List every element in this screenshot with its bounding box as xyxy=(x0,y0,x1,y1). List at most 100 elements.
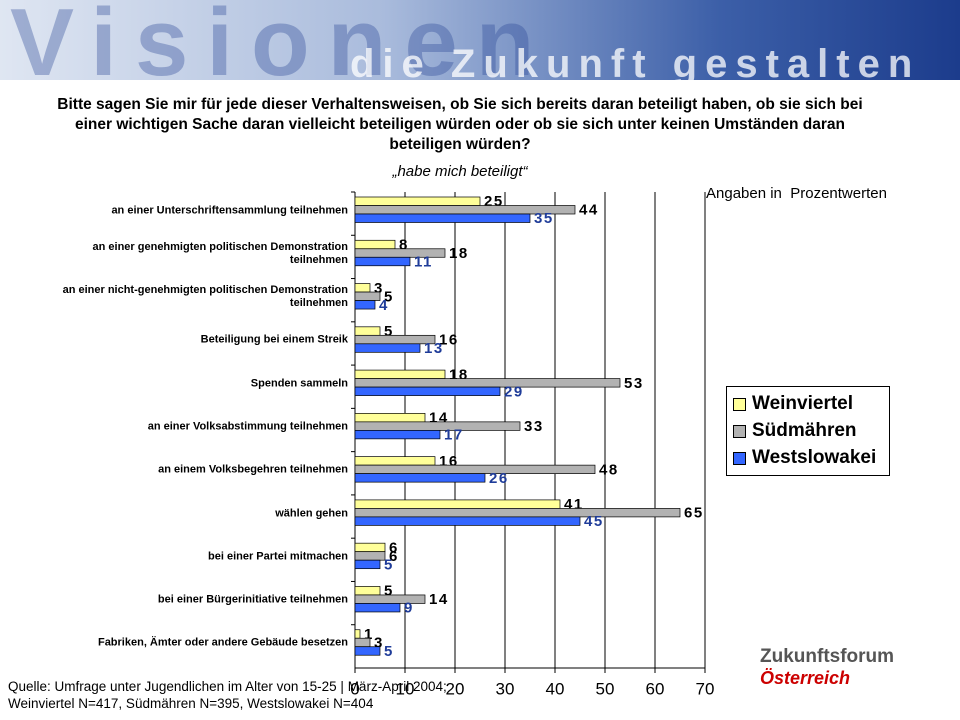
bar xyxy=(354,369,446,379)
legend-swatch xyxy=(733,397,746,411)
x-tick-label: 10 xyxy=(396,679,415,698)
legend-label: Weinviertel xyxy=(752,393,854,414)
legend-item: Weinviertel xyxy=(733,393,853,415)
bar xyxy=(354,456,436,466)
bar xyxy=(354,464,596,474)
legend-item: Südmähren xyxy=(733,420,857,442)
data-label: 14 xyxy=(429,591,449,608)
x-tick-label: 20 xyxy=(446,679,465,698)
bar xyxy=(354,646,381,656)
source-line: Quelle: Umfrage unter Jugendlichen im Al… xyxy=(8,679,447,694)
data-label: 5 xyxy=(384,643,394,660)
bar xyxy=(354,603,401,613)
x-tick-label: 0 xyxy=(350,679,359,698)
data-label: 18 xyxy=(449,245,469,262)
annotation: Angaben in Prozentwerten xyxy=(706,185,887,202)
bar xyxy=(354,421,521,431)
bar xyxy=(354,256,411,267)
category-label: Spenden sammeln xyxy=(250,377,348,390)
legend-label: Südmähren xyxy=(752,420,857,441)
data-label: 9 xyxy=(404,600,414,617)
category-label: an einer nicht-genehmigten politischen D… xyxy=(62,284,348,310)
bar xyxy=(354,334,436,345)
legend: Weinviertel Südmähren Westslowakei xyxy=(726,386,890,476)
legend-swatch xyxy=(733,424,746,438)
bar xyxy=(354,559,381,570)
data-label: 5 xyxy=(384,556,394,573)
bar xyxy=(354,473,486,483)
bar xyxy=(354,239,396,250)
bar xyxy=(354,326,381,336)
bar xyxy=(354,213,531,223)
category-label: an einem Volksbegehren teilnehmen xyxy=(158,463,348,476)
x-tick-label: 50 xyxy=(596,679,615,698)
data-label: 48 xyxy=(599,461,619,478)
bar xyxy=(354,499,561,509)
category-label: Fabriken, Ämter oder andere Gebäude bese… xyxy=(97,636,348,649)
data-label: 16 xyxy=(439,332,459,349)
bar xyxy=(354,586,381,596)
bar xyxy=(354,343,421,353)
bar xyxy=(354,516,581,526)
banner-title: Visionen xyxy=(10,0,553,80)
bar xyxy=(354,378,621,388)
data-label: 3 xyxy=(374,634,384,651)
x-tick-label: 70 xyxy=(696,679,715,698)
chart-title: Bitte sagen Sie mir für jede dieser Verh… xyxy=(57,96,863,153)
bar xyxy=(354,413,426,423)
category-label: Beteiligung bei einem Streik xyxy=(200,333,348,346)
banner-subtitle: die Zukunft gestalten xyxy=(350,42,921,80)
category-label: bei einer Bürgerinitiative teilnehmen xyxy=(157,593,348,606)
data-label: 13 xyxy=(424,340,444,357)
bar xyxy=(354,300,376,310)
data-label: 6 xyxy=(389,548,399,565)
bar xyxy=(354,386,501,396)
bar xyxy=(354,508,681,518)
data-label: 8 xyxy=(399,236,409,253)
legend-item: Westslowakei xyxy=(733,447,876,469)
bar xyxy=(354,594,426,604)
data-label: 4 xyxy=(379,297,389,314)
data-label: 5 xyxy=(384,323,394,340)
data-label: 35 xyxy=(534,210,554,227)
category-label: an einer genehmigten politischen Demonst… xyxy=(92,240,348,266)
data-label: 5 xyxy=(384,288,394,305)
data-label: 17 xyxy=(444,427,464,444)
data-label: 33 xyxy=(524,418,544,435)
bar xyxy=(354,551,386,561)
logo-line: Österreich xyxy=(760,668,851,688)
data-label: 53 xyxy=(624,375,644,392)
x-tick-label: 30 xyxy=(496,679,515,698)
data-label: 26 xyxy=(489,470,509,487)
data-label: 3 xyxy=(374,280,384,297)
category-label: wählen gehen xyxy=(275,507,348,520)
source: Quelle: Umfrage unter Jugendlichen im Al… xyxy=(8,678,447,712)
logo: Zukunftsforum Österreich xyxy=(760,646,894,689)
data-label: 45 xyxy=(584,513,604,530)
data-label: 5 xyxy=(384,583,394,600)
category-label: an einer Volksabstimmung teilnehmen xyxy=(147,420,348,433)
legend-label: Westslowakei xyxy=(752,447,877,468)
data-label: 29 xyxy=(504,383,524,400)
data-label: 11 xyxy=(414,253,433,270)
data-label: 44 xyxy=(579,202,599,219)
bar xyxy=(354,542,386,553)
x-tick-label: 40 xyxy=(546,679,565,698)
bar xyxy=(354,291,381,301)
data-label: 6 xyxy=(389,539,399,556)
bar xyxy=(354,430,441,440)
data-label: 65 xyxy=(684,505,704,522)
category-label: an einer Unterschriftensammlung teilnehm… xyxy=(111,204,348,217)
bar xyxy=(354,637,371,648)
bar xyxy=(354,283,371,293)
x-tick-label: 60 xyxy=(646,679,665,698)
bar xyxy=(354,629,361,639)
banner: Visionen die Zukunft gestalten xyxy=(0,0,960,80)
legend-swatch xyxy=(733,451,746,465)
bar xyxy=(354,196,481,206)
source-line: Weinviertel N=417, Südmähren N=395, West… xyxy=(8,696,374,711)
data-label: 1 xyxy=(364,626,374,643)
category-label: bei einer Partei mitmachen xyxy=(208,550,348,563)
